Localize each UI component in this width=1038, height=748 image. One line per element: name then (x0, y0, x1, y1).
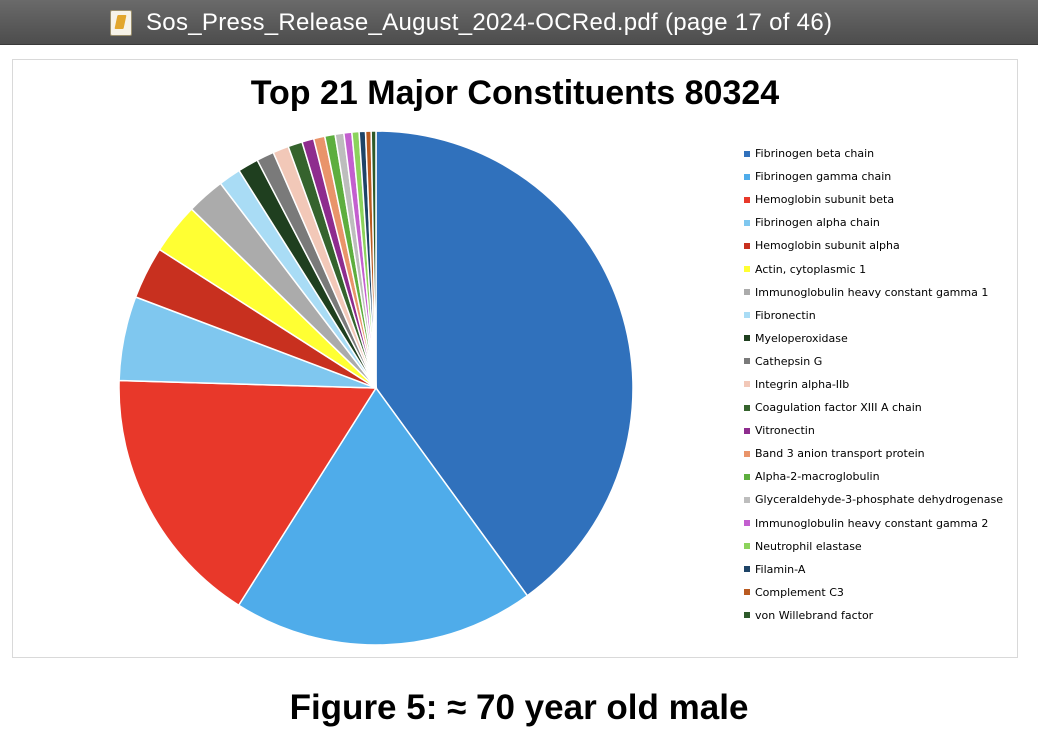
legend-swatch (744, 358, 750, 365)
window-title-bar[interactable]: Sos_Press_Release_August_2024-OCRed.pdf … (0, 0, 1038, 45)
legend-swatch (744, 612, 750, 619)
chart-legend: Fibrinogen beta chain Fibrinogen gamma ch… (744, 142, 1014, 627)
legend-label: Neutrophil elastase (755, 539, 862, 553)
legend-swatch (744, 196, 750, 203)
legend-label: Alpha-2-macroglobulin (755, 470, 880, 484)
legend-item: Immunoglobulin heavy constant gamma 2 (744, 512, 1014, 535)
legend-label: Immunoglobulin heavy constant gamma 2 (755, 516, 989, 530)
legend-item: Neutrophil elastase (744, 535, 1014, 558)
legend-label: Myeloperoxidase (755, 331, 848, 345)
legend-swatch (744, 566, 750, 573)
legend-swatch (744, 404, 750, 411)
legend-label: Fibrinogen gamma chain (755, 170, 892, 184)
legend-swatch (744, 496, 750, 503)
pie-slice-3 (118, 379, 378, 607)
legend-swatch (744, 473, 750, 480)
legend-label: Complement C3 (755, 585, 844, 599)
legend-swatch (744, 381, 750, 388)
legend-item: Band 3 anion transport protein (744, 442, 1014, 465)
chart-title: Top 21 Major Constituents 80324 (250, 74, 780, 112)
legend-label: Immunoglobulin heavy constant gamma 1 (755, 285, 989, 299)
legend-label: Vitronectin (755, 424, 815, 438)
legend-label: Filamin-A (755, 562, 806, 576)
window-title: Sos_Press_Release_August_2024-OCRed.pdf … (146, 9, 833, 36)
legend-item: Vitronectin (744, 419, 1014, 442)
legend-swatch (744, 150, 750, 157)
legend-item: Alpha-2-macroglobulin (744, 465, 1014, 488)
pdf-document-icon (110, 10, 132, 36)
legend-item: Immunoglobulin heavy constant gamma 1 (744, 281, 1014, 304)
legend-item: Integrin alpha-IIb (744, 373, 1014, 396)
legend-item: Coagulation factor XIII A chain (744, 396, 1014, 419)
legend-swatch (744, 335, 750, 342)
legend-item: Fibrinogen gamma chain (744, 165, 1014, 188)
legend-label: Coagulation factor XIII A chain (755, 401, 922, 415)
pie-slice-2 (237, 386, 529, 646)
legend-item: Myeloperoxidase (744, 327, 1014, 350)
legend-item: Fibrinogen alpha chain (744, 211, 1014, 234)
legend-label: von Willebrand factor (755, 608, 874, 622)
figure-caption: Figure 5: ≈ 70 year old male (289, 688, 749, 727)
legend-item: Filamin-A (744, 558, 1014, 581)
legend-label: Integrin alpha-IIb (755, 377, 850, 391)
legend-label: Actin, cytoplasmic 1 (755, 262, 867, 276)
pie-slice-21 (370, 130, 377, 389)
legend-item: Glyceraldehyde-3-phosphate dehydrogenase (744, 488, 1014, 511)
legend-swatch (744, 427, 750, 434)
legend-label: Fibronectin (755, 308, 816, 322)
legend-label: Fibrinogen beta chain (755, 147, 875, 161)
legend-swatch (744, 289, 750, 296)
legend-item: Complement C3 (744, 581, 1014, 604)
legend-label: Cathepsin G (755, 354, 823, 368)
legend-item: Hemoglobin subunit alpha (744, 234, 1014, 257)
legend-swatch (744, 173, 750, 180)
legend-label: Fibrinogen alpha chain (755, 216, 880, 230)
legend-swatch (744, 266, 750, 273)
legend-item: Actin, cytoplasmic 1 (744, 257, 1014, 280)
pie-slice-1 (375, 130, 634, 597)
legend-swatch (744, 589, 750, 596)
legend-swatch (744, 242, 750, 249)
legend-swatch (744, 312, 750, 319)
pie-chart (118, 130, 634, 646)
legend-swatch (744, 450, 750, 457)
legend-item: Fibrinogen beta chain (744, 142, 1014, 165)
legend-item: Fibronectin (744, 304, 1014, 327)
legend-label: Band 3 anion transport protein (755, 447, 925, 461)
legend-label: Hemoglobin subunit alpha (755, 239, 900, 253)
legend-label: Hemoglobin subunit beta (755, 193, 895, 207)
legend-item: Hemoglobin subunit beta (744, 188, 1014, 211)
legend-swatch (744, 520, 750, 527)
legend-swatch (744, 543, 750, 550)
legend-item: von Willebrand factor (744, 604, 1014, 627)
legend-label: Glyceraldehyde-3-phosphate dehydrogenase (755, 493, 1004, 507)
chart-frame: Top 21 Major Constituents 80324 Fibrinog… (12, 59, 1018, 658)
legend-swatch (744, 219, 750, 226)
legend-item: Cathepsin G (744, 350, 1014, 373)
